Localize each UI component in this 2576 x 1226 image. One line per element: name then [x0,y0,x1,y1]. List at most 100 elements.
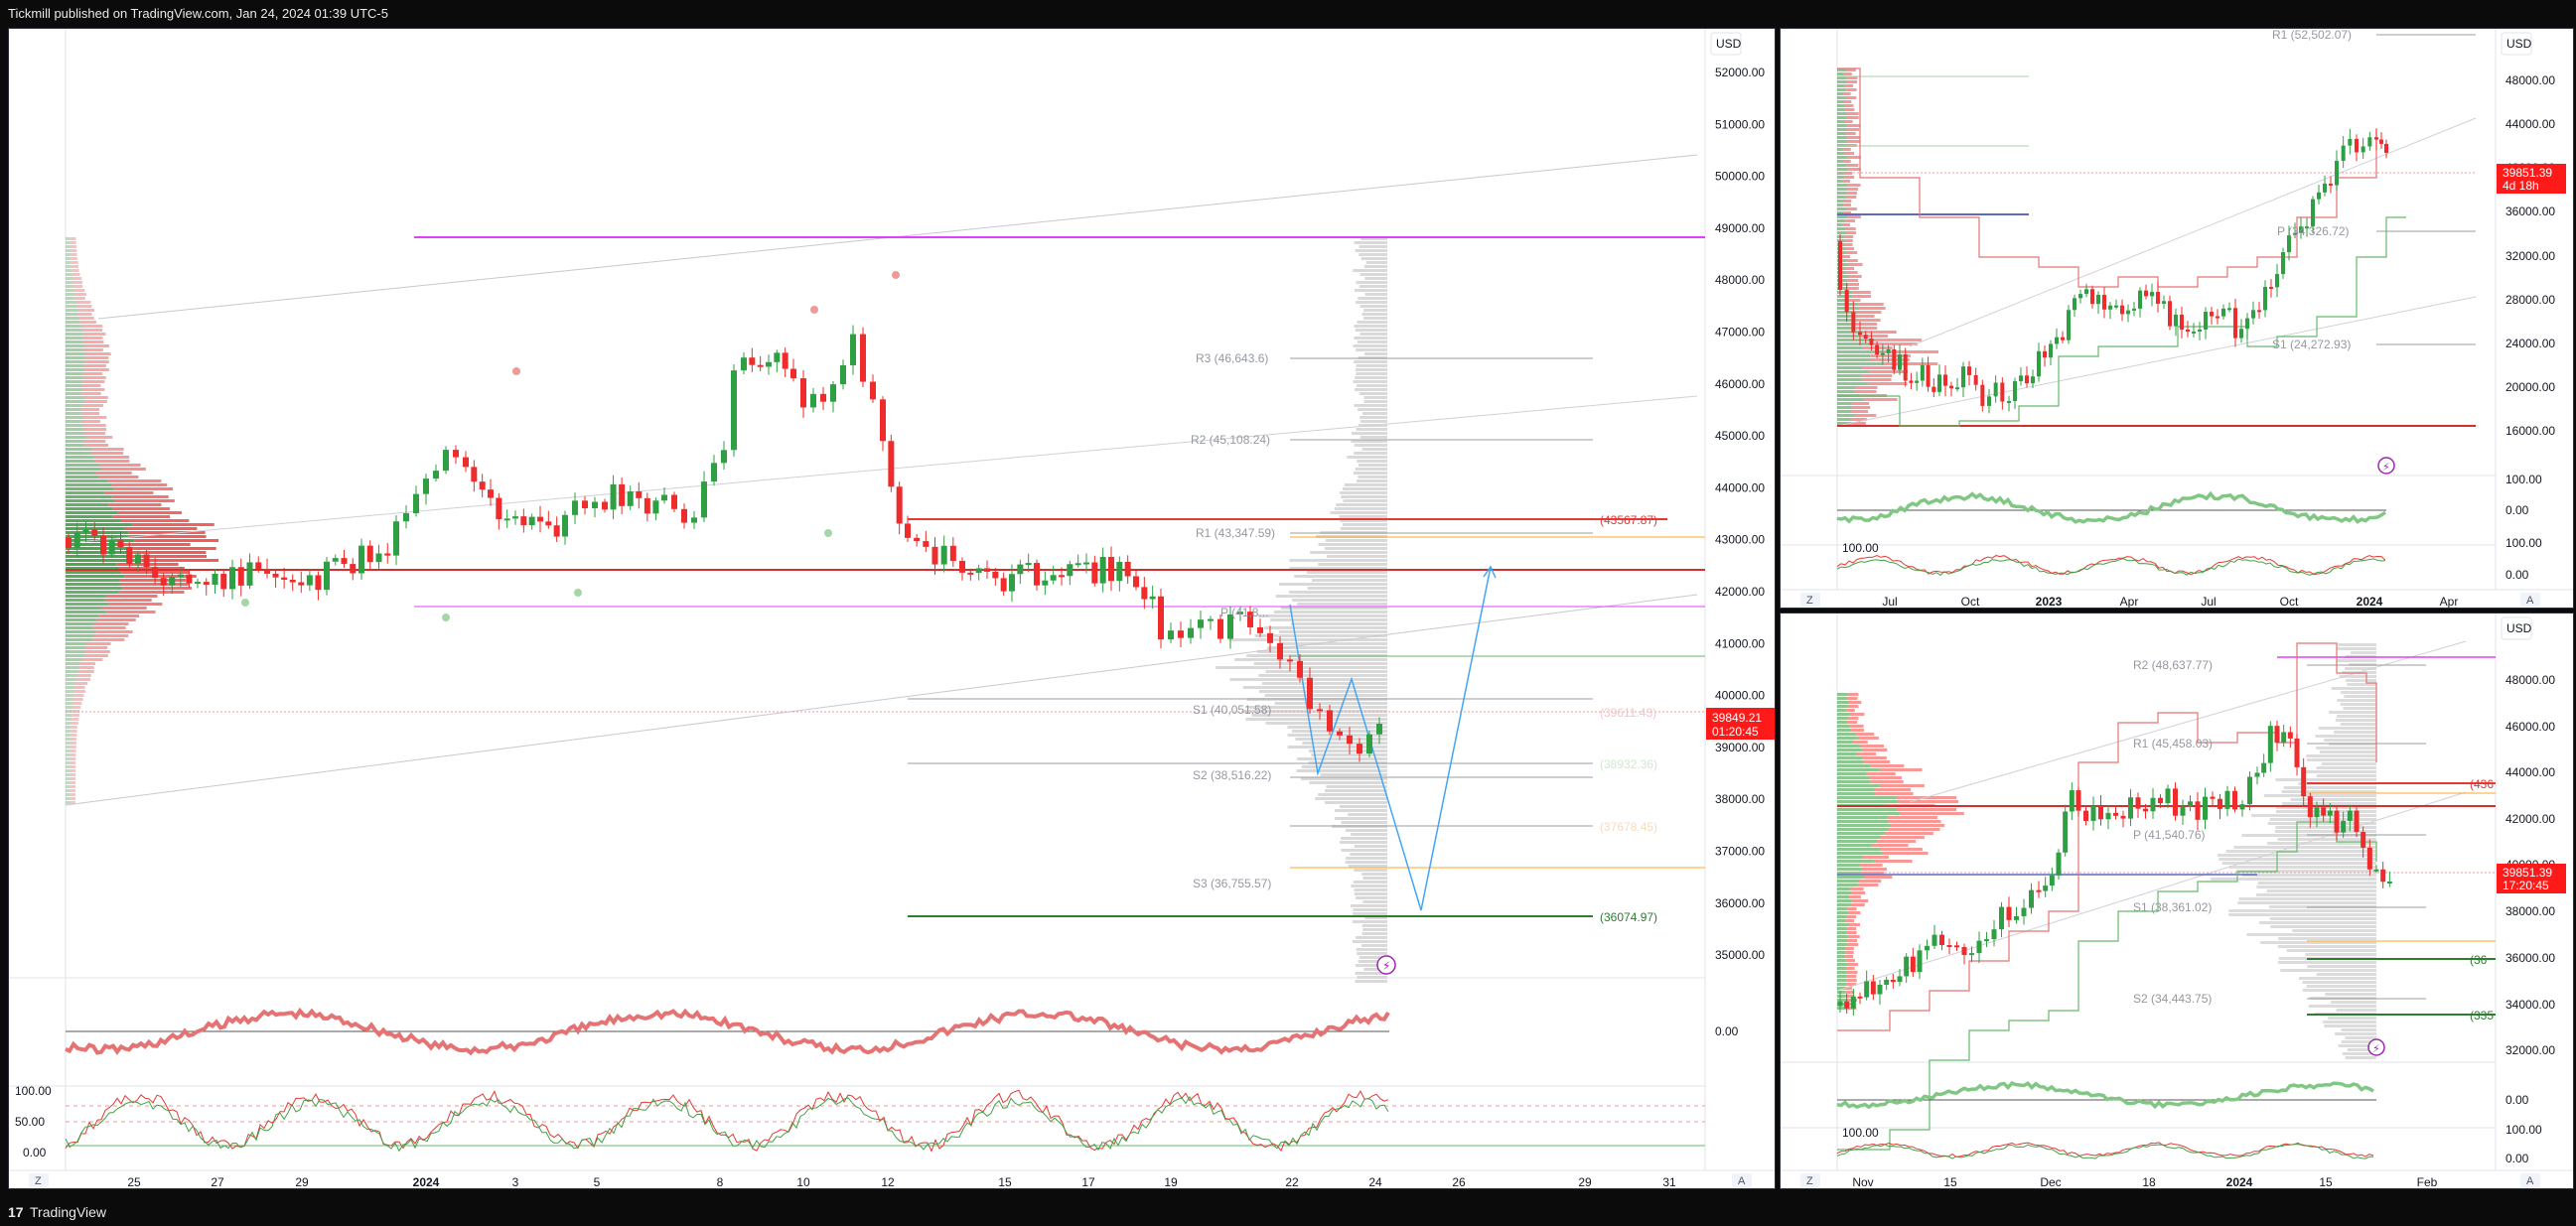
price-axis-label: 44000.00 [2505,765,2555,779]
zoom-reset-button[interactable] [1800,1173,1820,1187]
volume-bar [2343,707,2376,710]
candle-body [2379,139,2383,144]
volume-bar [2321,762,2376,765]
candle-body [2174,314,2178,327]
volume-bar-buy [66,706,72,709]
volume-bar-sell [86,436,113,439]
candle-body [2314,807,2320,818]
price-axis[interactable]: 52000.00 51000.00 50000.00 49000.00 48000.00… [1715,66,1765,962]
time-axis[interactable]: Jul Oct 2023 Apr Jul Oct 2024 Apr [1882,595,2458,609]
volume-bar-buy [66,638,92,641]
candle-body [384,553,391,556]
currency-label[interactable]: USD [2506,37,2532,51]
main-chart-svg[interactable]: ⚡ R3 (46,643.6) R2 (45,108.24) R1 (43,34… [9,29,1776,1189]
trend-line-mid [65,395,1698,544]
volume-bar-sell [1880,836,1925,839]
candle-body [1376,724,1382,735]
currency-label[interactable]: USD [1716,37,1742,51]
volume-bar-sell [108,479,162,482]
volume-bar-buy [66,571,122,574]
auto-scale-button[interactable] [2520,1173,2540,1187]
daily-chart-svg[interactable]: R2 (48,637.77) R1 (45,458.03) P (41,540.… [1781,613,2574,1189]
volume-bar-buy [1837,76,1847,79]
volume-bar-sell [83,400,107,403]
volume-bar [1355,289,1387,292]
volume-bar [1297,603,1387,606]
time-axis[interactable]: Nov 15 Dec 18 2024 15 Feb [1852,1175,2437,1189]
volume-bar [2324,739,2376,742]
candle-body [967,572,974,575]
volume-bar-buy [66,344,85,347]
lightning-icon[interactable]: ⚡ [2367,1038,2385,1056]
price-axis[interactable]: 48000.0044000.0040000.0036000.0032000.00… [2505,73,2555,438]
volume-bar [1287,726,1387,729]
volume-bar-buy [1837,880,1860,883]
candle-body [2084,289,2088,295]
volume-bar-buy [1837,382,1869,385]
price-axis-label: 36000.00 [1715,896,1765,910]
volume-bar-sell [83,376,106,379]
volume-bar-sell [1845,207,1857,210]
volume-bar [1351,885,1387,887]
time-axis[interactable]: 25 27 29 2024 3 5 8 10 12 15 17 19 22 24 26 29 31 [127,1175,1676,1189]
zoom-reset-button[interactable] [1800,593,1820,607]
lightning-icon[interactable]: ⚡ [2377,457,2395,475]
candle-body [169,576,176,586]
candle-body [117,540,124,548]
volume-bar-sell [134,539,219,542]
weekly-chart-svg[interactable]: R1 (52,502.07) P (34,326.72) S1 (24,272.… [1781,29,2574,609]
brand-name[interactable]: TradingView [30,1204,107,1220]
volume-bar-sell [1846,979,1857,982]
candle-body [1059,575,1065,578]
candle-body [1877,984,1883,995]
candle-body [375,553,382,563]
auto-scale-button[interactable] [1732,1173,1752,1187]
volume-bar-sell [84,396,108,399]
candle-body [800,378,806,408]
time-axis-label: 31 [1662,1175,1676,1189]
weekly-chart-panel[interactable]: R1 (52,502.07) P (34,326.72) S1 (24,272.… [1780,28,2574,609]
stoch-d-line [1836,558,2386,577]
volume-bar-sell [80,412,100,415]
volume-bar-buy [1837,164,1847,167]
main-chart-panel[interactable]: ⚡ R3 (46,643.6) R2 (45,108.24) R1 (43,34… [8,28,1776,1189]
tradingview-logo-icon[interactable]: 17 [8,1204,24,1220]
volume-bar-sell [1861,378,1892,381]
candle-body [471,467,478,482]
volume-bar-sell [1845,709,1855,712]
daily-chart-panel[interactable]: R2 (48,637.77) R1 (45,458.03) P (41,540.… [1780,613,2574,1189]
volume-bar-sell [1845,967,1855,970]
lightning-icon[interactable]: ⚡ [1376,955,1396,975]
volume-bar [1347,456,1387,459]
volume-bar-buy [66,579,120,582]
candle-body [366,545,373,563]
volume-bar-sell [1863,331,1897,334]
currency-label[interactable]: USD [2506,621,2532,635]
volume-bar-buy [1837,931,1847,934]
support-step-line [1837,821,2377,1151]
volume-bar-buy [1837,116,1847,119]
candle-body [488,489,494,498]
volume-bar-buy [1837,211,1844,214]
price-tag-countdown: 17:20:45 [2503,879,2549,892]
candle-body [1327,710,1333,732]
auto-scale-button[interactable] [2520,593,2540,607]
volume-bar-buy [1837,136,1848,139]
volume-bar-sell [83,416,107,419]
price-axis[interactable]: 48000.0046000.0044000.0042000.0040000.00… [2505,673,2555,1057]
candle-body [315,575,322,591]
volume-bar [2325,993,2376,996]
volume-bar-sell [1847,124,1860,127]
volume-bar-sell [81,392,101,395]
price-tag-value: 39851.39 [2503,866,2552,880]
candle-body [782,352,788,369]
zoom-reset-button[interactable] [29,1173,49,1187]
volume-bar-sell [1850,887,1864,890]
volume-bar-buy [66,547,134,550]
volume-bar-sell [1846,164,1859,167]
volume-bar-buy [1837,410,1851,413]
volume-bar [2331,687,2376,690]
volume-bar-sell [78,309,95,312]
volume-bar-buy [66,237,71,240]
price-axis-label: 46000.00 [1715,377,1765,391]
